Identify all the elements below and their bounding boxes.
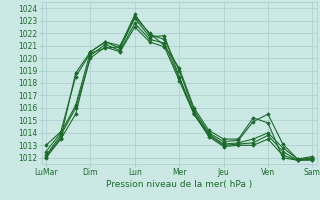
- X-axis label: Pression niveau de la mer( hPa ): Pression niveau de la mer( hPa ): [106, 180, 252, 189]
